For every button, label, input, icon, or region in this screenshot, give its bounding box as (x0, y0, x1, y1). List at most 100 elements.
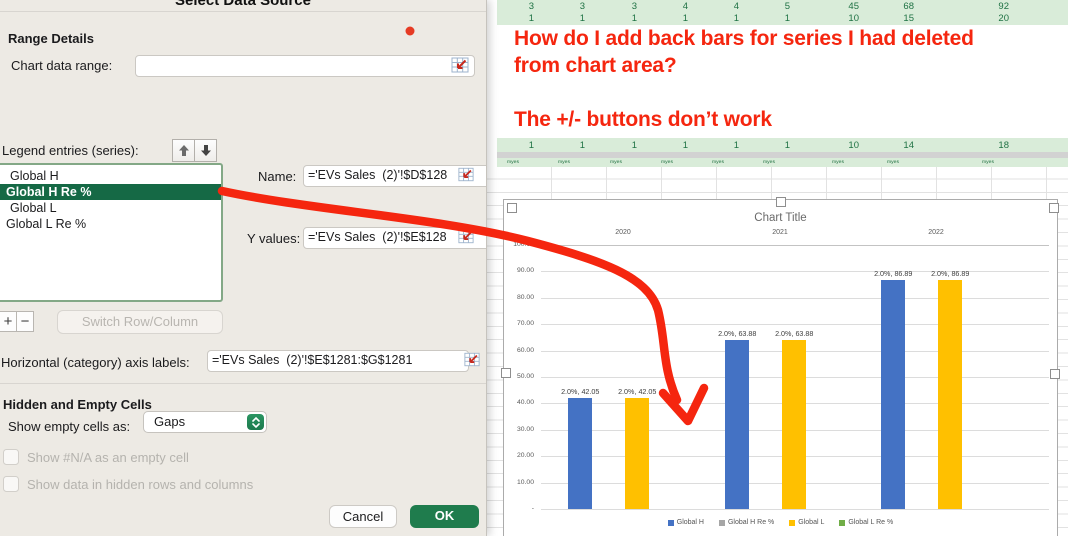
ok-button[interactable]: OK (410, 505, 479, 528)
bar-global-l[interactable] (938, 279, 963, 509)
y-axis-tick-label: - (531, 505, 534, 512)
sheet-tiny-cell-text: myes (763, 159, 775, 165)
sheet-tiny-cell-text: myes (507, 159, 519, 165)
legend-label: Global H Re % (727, 519, 775, 526)
switch-row-column-button[interactable]: Switch Row/Column (57, 310, 223, 334)
legend-marker-icon (667, 519, 674, 526)
chart-title[interactable]: Chart Title (754, 212, 807, 224)
sheet-cell-value: 1 (784, 140, 790, 151)
sheet-column-gridlines (497, 166, 1068, 200)
annotation-box: How do I add back bars for series I had … (510, 25, 1056, 138)
series-listbox[interactable]: Global H Global H Re % Global L Global L Re… (0, 163, 223, 302)
sheet-green-row-2 (497, 12, 1068, 25)
chart-handle-top-right[interactable] (1049, 203, 1059, 213)
cancel-button[interactable]: Cancel (329, 505, 397, 528)
sheet-cell-value: 1 (631, 13, 637, 24)
y-axis-tick-label: 10.00 (516, 478, 534, 486)
legend-label: Global L (798, 519, 825, 526)
chart-handle-top-mid[interactable] (776, 197, 786, 207)
show-hidden-checkbox[interactable] (3, 476, 19, 492)
hidden-empty-heading: Hidden and Empty Cells (3, 397, 152, 412)
show-hidden-checkbox-label: Show data in hidden rows and columns (27, 477, 254, 492)
sheet-green-row-1 (497, 0, 1068, 13)
chart-data-range-label: Chart data range: (11, 58, 113, 73)
chart-gridline (541, 245, 1049, 246)
category-axis-label: 2020 (615, 229, 631, 236)
arrow-down-icon (200, 145, 211, 156)
y-axis-tick-label: 30.00 (516, 425, 534, 433)
sheet-cell-value: 4 (682, 1, 688, 12)
sheet-tiny-cell-text: myes (558, 159, 570, 165)
sheet-cell-value: 10 (848, 140, 859, 151)
sheet-tiny-row (497, 158, 1068, 167)
legend-label: Global H (676, 519, 704, 526)
chart-gridline (541, 297, 1049, 299)
sheet-cell-value: 18 (998, 140, 1009, 151)
chart-handle-mid-right[interactable] (1050, 369, 1060, 379)
series-list-item[interactable]: Global L (10, 201, 57, 215)
legend-label: Global L Re % (848, 519, 894, 526)
bar-global-h[interactable] (568, 397, 593, 509)
annotation-line1: How do I add back bars for series I had … (514, 27, 974, 50)
chart-gridline (541, 324, 1049, 326)
section-divider (0, 383, 486, 384)
category-axis-label: 2021 (772, 229, 788, 236)
bar-data-label: 2.0%, 86.89 (874, 268, 913, 278)
show-na-checkbox-label: Show #N/A as an empty cell (27, 450, 189, 465)
name-label: Name: (258, 169, 297, 184)
range-picker-icon[interactable] (451, 57, 469, 73)
bar-global-h[interactable] (881, 279, 906, 509)
sheet-cell-value: 1 (528, 13, 534, 24)
series-list-item[interactable]: Global H (10, 169, 59, 183)
legend-item[interactable]: Global H (667, 519, 704, 526)
legend-item[interactable]: Global L (789, 519, 824, 526)
chart-data-range-input[interactable] (135, 55, 475, 77)
legend-item[interactable]: Global H Re % (718, 519, 775, 526)
title-divider (0, 11, 486, 12)
bar-global-h[interactable] (725, 340, 750, 509)
name-range-picker-icon[interactable] (458, 167, 476, 183)
show-empty-label: Show empty cells as: (8, 419, 131, 434)
bar-global-l[interactable] (625, 397, 650, 509)
add-series-button[interactable]: + (0, 311, 17, 332)
sheet-cell-value: 68 (903, 1, 914, 12)
move-series-down-button[interactable] (194, 139, 217, 162)
chart-handle-mid-left[interactable] (501, 368, 511, 378)
sheet-green-row-3 (497, 138, 1068, 152)
move-series-up-button[interactable] (172, 139, 195, 162)
sheet-cell-value: 1 (682, 140, 688, 151)
legend-marker-icon (718, 519, 725, 526)
show-empty-dropdown[interactable]: Gaps (143, 411, 267, 433)
series-name-input[interactable]: ='EVs Sales (2)'!$D$128 (303, 165, 486, 187)
bar-global-l[interactable] (782, 340, 807, 509)
chart-gridline (541, 271, 1049, 273)
sheet-cell-value: 45 (848, 1, 859, 12)
sheet-tiny-cell-text: myes (610, 159, 622, 165)
sheet-cell-value: 1 (579, 13, 585, 24)
sheet-cell-value: 5 (784, 1, 790, 12)
chart-gridline (541, 509, 1049, 510)
y-values-range-picker-icon[interactable] (458, 229, 476, 245)
sheet-cell-value: 1 (784, 13, 790, 24)
show-empty-value: Gaps (154, 414, 186, 429)
sheet-tiny-cell-text: myes (712, 159, 724, 165)
chart-handle-top-left[interactable] (507, 203, 517, 213)
bar-data-label: 2.0%, 63.88 (775, 329, 814, 339)
legend-marker-icon (839, 519, 846, 526)
series-list-item[interactable]: Global L Re % (6, 217, 87, 231)
annotation-line2: from chart area? (514, 54, 677, 77)
y-axis-tick-label: 70.00 (516, 320, 534, 328)
show-na-checkbox[interactable] (3, 449, 19, 465)
sheet-tiny-cell-text: myes (982, 159, 994, 165)
axis-range-picker-icon[interactable] (464, 352, 482, 368)
series-list-item[interactable]: Global H Re % (0, 184, 221, 200)
annotation-line3: The +/- buttons don’t work (514, 108, 772, 131)
sheet-tiny-cell-text: myes (832, 159, 844, 165)
chart-area[interactable]: Chart Title 100.00 90.00 80.00 70.00 60.00 50… (501, 197, 1060, 536)
legend-item[interactable]: Global L Re % (839, 519, 893, 526)
sheet-cell-value: 14 (903, 140, 914, 151)
remove-series-button[interactable]: − (16, 311, 34, 332)
chart-legend[interactable]: Global H Global H Re % Global L Global L Re… (504, 519, 1057, 526)
axis-labels-input[interactable]: ='EVs Sales (2)'!$E$1281:$G$1281 (207, 350, 469, 372)
sheet-cell-value: 15 (903, 13, 914, 24)
